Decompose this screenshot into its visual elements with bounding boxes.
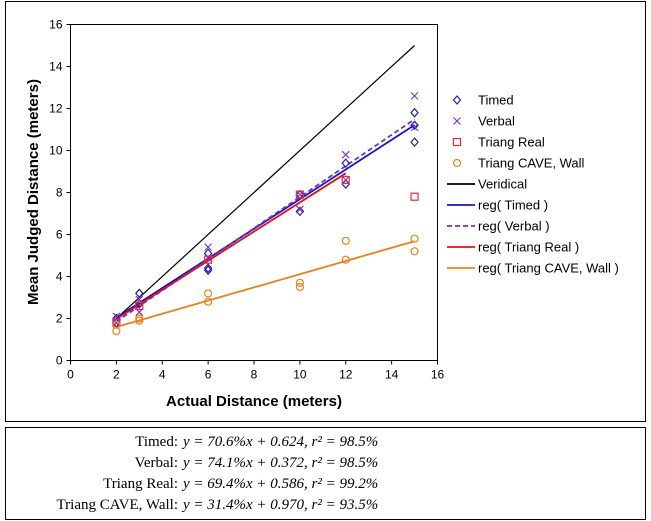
point-verbal-8-stroke-b bbox=[341, 150, 350, 159]
point-timed-11 bbox=[410, 107, 419, 118]
point-verbal-6 bbox=[295, 190, 304, 199]
y-tick-label-8: 8 bbox=[56, 186, 63, 200]
point-verbal-6-stroke-b bbox=[295, 190, 304, 199]
plot-layer bbox=[112, 45, 419, 336]
y-tick-label-14: 14 bbox=[49, 60, 63, 74]
y-tick-label-12: 12 bbox=[49, 102, 63, 116]
legend-marker-timed bbox=[452, 95, 462, 105]
legend-label-reg-triang-cave-wall: reg( Triang CAVE, Wall ) bbox=[478, 261, 619, 276]
y-tick-label-2: 2 bbox=[56, 312, 63, 326]
line-reg-triang-real bbox=[115, 172, 347, 320]
equation-label-triang-cave-wall: Triang CAVE, Wall: bbox=[57, 497, 178, 513]
equations-box bbox=[5, 427, 646, 520]
point-verbal-4-stroke-b bbox=[204, 243, 213, 251]
point-triang-cave-wall-11 bbox=[410, 247, 419, 256]
point-triang-cave-wall-9 bbox=[341, 255, 350, 264]
x-tick-label-6: 6 bbox=[205, 368, 212, 382]
point-verbal-1-stroke-b bbox=[112, 318, 121, 327]
x-tick-label-0: 0 bbox=[67, 368, 74, 382]
legend-label-reg-triang-real: reg( Triang Real ) bbox=[478, 240, 579, 255]
legend-label-triang-cave-wall: Triang CAVE, Wall bbox=[478, 156, 585, 171]
equation-formula-triang-real: y = 69.4%x + 0.586, r² = 99.2% bbox=[181, 476, 378, 492]
y-tick-label-4: 4 bbox=[56, 270, 63, 284]
line-veridical bbox=[115, 45, 415, 319]
point-verbal-9-stroke-b bbox=[341, 176, 350, 184]
point-triang-cave-wall-5 bbox=[204, 289, 213, 298]
legend-label-reg-timed: reg( Timed ) bbox=[478, 198, 548, 213]
x-tick-label-16: 16 bbox=[431, 368, 445, 382]
point-triang-real-5 bbox=[410, 192, 419, 201]
point-verbal-4 bbox=[204, 243, 213, 251]
point-verbal-1 bbox=[112, 318, 121, 327]
point-verbal-5 bbox=[204, 253, 213, 262]
point-timed-8 bbox=[295, 206, 305, 217]
point-triang-cave-wall-6 bbox=[295, 278, 304, 287]
x-tick-label-8: 8 bbox=[251, 368, 258, 382]
legend-label-veridical: Veridical bbox=[478, 177, 527, 192]
point-verbal-8 bbox=[341, 150, 350, 159]
legend-label-triang-real: Triang Real bbox=[478, 135, 545, 150]
point-verbal-7 bbox=[295, 205, 304, 214]
point-triang-real-3 bbox=[295, 190, 304, 199]
point-triang-cave-wall-1 bbox=[112, 320, 121, 329]
point-verbal-11-stroke-b bbox=[410, 123, 419, 132]
legend-label-verbal: Verbal bbox=[478, 114, 515, 129]
legend-marker-verbal bbox=[453, 117, 461, 125]
y-tick-label-0: 0 bbox=[56, 354, 63, 368]
point-triang-cave-wall-4 bbox=[204, 297, 213, 306]
chart-frame bbox=[5, 1, 646, 422]
equation-formula-verbal: y = 74.1%x + 0.372, r² = 98.5% bbox=[181, 455, 378, 471]
line-reg-triang-cave-wall bbox=[116, 240, 415, 328]
x-tick-label-10: 10 bbox=[293, 368, 307, 382]
equation-label-triang-real: Triang Real: bbox=[103, 476, 178, 492]
equations: Timed: y = 70.6%x + 0.624, r² = 98.5% Ve… bbox=[57, 434, 379, 513]
equation-label-verbal: Verbal: bbox=[135, 455, 178, 471]
legend-label-reg-verbal: reg( Verbal ) bbox=[478, 219, 550, 234]
legend-marker-verbal-stroke-b bbox=[453, 117, 461, 125]
point-timed-2 bbox=[135, 288, 144, 299]
y-tick-label-6: 6 bbox=[56, 228, 63, 242]
legend-marker-triang-cave-wall bbox=[452, 158, 462, 168]
point-verbal-10-stroke-b bbox=[410, 92, 419, 100]
equation-label-timed: Timed: bbox=[135, 434, 178, 450]
x-tick-label-2: 2 bbox=[113, 368, 120, 382]
point-timed-5 bbox=[203, 263, 213, 274]
point-timed-6 bbox=[203, 265, 213, 276]
point-verbal-10 bbox=[410, 92, 419, 100]
point-triang-cave-wall-0 bbox=[112, 327, 121, 336]
x-tick-label-4: 4 bbox=[159, 368, 166, 382]
y-tick-label-10: 10 bbox=[49, 144, 63, 158]
point-triang-cave-wall-10 bbox=[410, 234, 419, 243]
point-verbal-11 bbox=[410, 123, 419, 132]
point-verbal-7-stroke-b bbox=[295, 205, 304, 214]
point-triang-real-1 bbox=[135, 301, 144, 310]
legend-marker-triang-real bbox=[452, 137, 462, 147]
y-tick-label-16: 16 bbox=[49, 18, 63, 32]
point-timed-9 bbox=[341, 158, 351, 169]
x-axis-label: Actual Distance (meters) bbox=[166, 393, 342, 410]
point-triang-real-4 bbox=[341, 175, 350, 184]
point-triang-real-2 bbox=[204, 255, 213, 264]
point-timed-12 bbox=[410, 120, 419, 131]
equation-formula-timed: y = 70.6%x + 0.624, r² = 98.5% bbox=[181, 434, 378, 450]
tick-layer: 0 2 4 6 8 10 12 14 16 0 2 4 6 8 10 12 14 16 bbox=[49, 18, 444, 382]
point-triang-cave-wall-7 bbox=[295, 282, 304, 292]
equation-formula-triang-cave-wall: y = 31.4%x + 0.970, r² = 93.5% bbox=[181, 497, 378, 513]
x-tick-label-14: 14 bbox=[385, 368, 399, 382]
point-triang-cave-wall-8 bbox=[341, 236, 350, 245]
point-triang-cave-wall-3 bbox=[135, 314, 144, 323]
legend: Timed Verbal Triang Real Triang CAVE, Wall V… bbox=[447, 93, 619, 276]
legend-label-timed: Timed bbox=[478, 93, 514, 108]
point-verbal-5-stroke-b bbox=[204, 253, 213, 262]
point-verbal-9 bbox=[341, 176, 350, 184]
point-timed-13 bbox=[410, 137, 419, 148]
x-tick-label-12: 12 bbox=[339, 368, 353, 382]
y-axis-label: Mean Judged Distance (meters) bbox=[25, 79, 42, 305]
